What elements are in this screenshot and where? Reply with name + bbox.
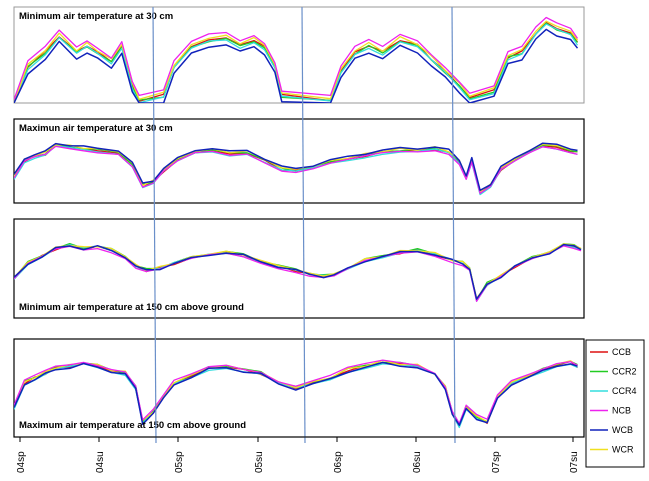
- x-tick-label: 05sp: [174, 451, 185, 473]
- series-line-ncb-seg1: [14, 145, 578, 194]
- legend-box: [585, 339, 645, 468]
- season-boundary-line: [451, 6, 456, 444]
- panel-title: Minimum air temperature at 30 cm: [19, 11, 173, 22]
- series-line-ncb-seg1: [14, 359, 578, 425]
- legend-label-wcr: WCR: [612, 445, 634, 455]
- legend-label-ncb: NCB: [612, 406, 631, 416]
- series-line-wcr-seg1: [14, 243, 582, 299]
- series-line-ncb-seg1: [14, 16, 579, 100]
- legend-label-wcb: WCB: [612, 425, 633, 435]
- panel-4: Maximum air temperature at 150 cm above …: [13, 338, 585, 438]
- x-tick-label: 06su: [412, 451, 423, 473]
- season-boundary-line: [301, 6, 306, 444]
- x-tick-label: 07sp: [491, 451, 502, 473]
- series-line-ccr4-seg1: [14, 23, 579, 103]
- panel-2: Maximun air temperature at 30 cm: [13, 118, 585, 204]
- series-group: [14, 142, 578, 196]
- series-line-wcb-seg1: [14, 142, 578, 192]
- panel-title: Minimum air temperature at 150 cm above …: [19, 302, 244, 313]
- legend-label-ccb: CCB: [612, 347, 631, 357]
- x-tick-label: 07su: [569, 451, 580, 473]
- legend: CCB CCR2 CCR4 NCB WCB WCR: [585, 339, 645, 468]
- legend-label-ccr2: CCR2: [612, 367, 637, 377]
- season-boundary-line: [152, 6, 157, 444]
- series-line-wcb-seg1: [14, 28, 579, 103]
- x-tick-label: 04su: [95, 451, 106, 473]
- x-tick-label: 04sp: [16, 451, 27, 473]
- x-tick-label: 05su: [254, 451, 265, 473]
- x-tick-label: 06sp: [333, 451, 344, 473]
- panel-frame: [13, 218, 585, 319]
- series-group: [14, 242, 582, 302]
- series-line-wcb-seg1: [14, 243, 582, 300]
- panel-title: Maximun air temperature at 30 cm: [19, 123, 173, 134]
- series-group: [14, 359, 578, 429]
- series-line-wcb-seg1: [14, 361, 578, 426]
- panel-3: Minimum air temperature at 150 cm above …: [13, 218, 585, 319]
- series-line-ccb-seg1: [14, 360, 578, 426]
- series-group: [14, 16, 579, 103]
- panel-title: Maximum air temperature at 150 cm above …: [19, 420, 246, 431]
- panel-1: Minimum air temperature at 30 cm: [13, 6, 585, 104]
- legend-label-ccr4: CCR4: [612, 386, 637, 396]
